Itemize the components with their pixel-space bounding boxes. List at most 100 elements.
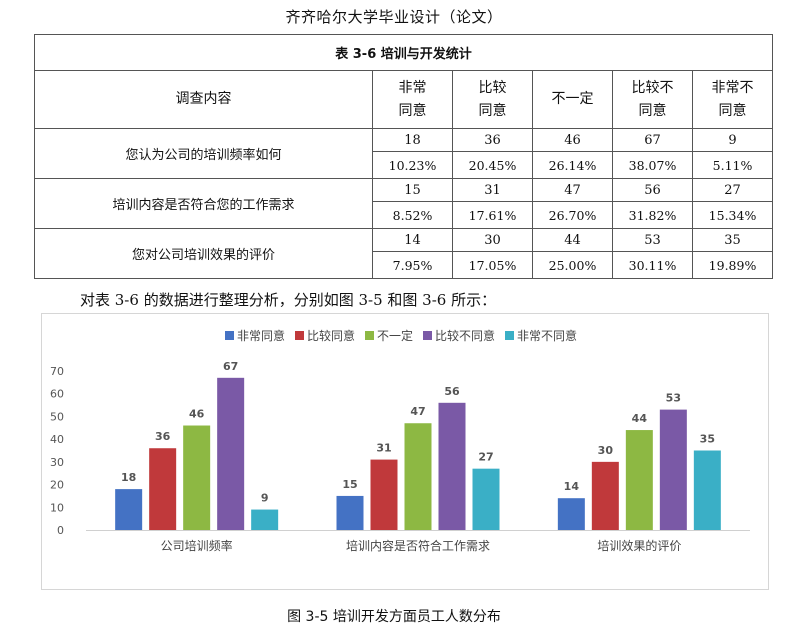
table-row-content-counts: 培训内容是否符合您的工作需求 15 31 47 56 27: [34, 178, 774, 229]
chart-bar: [625, 430, 653, 530]
y-tick-label: 40: [50, 433, 64, 446]
chart-bar: [115, 489, 143, 530]
header-agree: 比较 同意: [452, 70, 533, 129]
chart-bar: [659, 409, 687, 530]
chart-bar: [591, 461, 619, 530]
training-survey-table: 表 3-6 培训与开发统计 调查内容 非常 同意 比较 同意 不一定 比较不 同意 非…: [33, 34, 774, 279]
legend-swatch: [505, 331, 514, 340]
header-survey-content: 调查内容: [34, 70, 373, 129]
legend-label: 不一定: [377, 328, 413, 343]
data-label: 14: [564, 480, 580, 493]
y-tick-label: 50: [50, 410, 64, 423]
y-tick-label: 60: [50, 388, 64, 401]
table-cell: 15.34%: [691, 201, 774, 229]
table-caption: 表 3-6 培训与开发统计: [33, 34, 774, 71]
table-cell: 25.00%: [532, 251, 613, 279]
table-cell: 15: [372, 178, 453, 202]
table-cell: 14: [372, 228, 453, 252]
chart-bar: [438, 402, 466, 530]
table-cell: 35: [691, 228, 774, 252]
y-tick-label: 20: [50, 479, 64, 492]
data-label: 27: [478, 451, 493, 464]
table-cell: 31: [452, 178, 533, 202]
table-cell: 53: [612, 228, 693, 252]
data-label: 9: [261, 492, 269, 505]
header-strongly-disagree: 非常不 同意: [691, 70, 774, 129]
data-label: 56: [444, 385, 460, 398]
chart-bar: [183, 425, 211, 530]
table-row-frequency-percents: 10.23% 20.45% 26.14% 38.07% 5.11%: [35, 151, 774, 179]
table-cell: 67: [612, 128, 693, 152]
y-tick-label: 0: [57, 524, 64, 537]
chart-bar: [472, 468, 500, 530]
table-cell: 31.82%: [612, 201, 693, 229]
table-cell: 30.11%: [612, 251, 693, 279]
data-label: 46: [189, 408, 205, 421]
table-cell: 8.52%: [372, 201, 453, 229]
document-header-title: 齐齐哈尔大学毕业设计（论文）: [285, 8, 503, 26]
figure-caption: 图 3-5 培训开发方面员工人数分布: [287, 609, 501, 625]
chart-bar: [149, 448, 177, 530]
data-label: 15: [342, 478, 357, 491]
chart-bar: [404, 423, 432, 530]
y-tick-label: 30: [50, 456, 64, 469]
data-label: 44: [632, 412, 648, 425]
chart-bar: [557, 498, 585, 530]
analysis-paragraph: 对表 3-6 的数据进行整理分析，分别如图 3-5 和图 3-6 所示：: [80, 291, 497, 309]
chart-bar: [217, 377, 245, 530]
table-row-effect-counts: 您对公司培训效果的评价 14 30 44 53 35: [34, 228, 774, 279]
data-label: 18: [121, 471, 136, 484]
table-cell: 20.45%: [452, 151, 533, 179]
legend-swatch: [295, 331, 304, 340]
table-cell: 10.23%: [372, 151, 453, 179]
data-label: 36: [155, 430, 171, 443]
legend-label: 比较同意: [307, 328, 355, 343]
chart-bar: [693, 450, 721, 530]
table-cell: 36: [452, 128, 533, 152]
row-label-content: 培训内容是否符合您的工作需求: [34, 178, 373, 229]
category-label: 培训效果的评价: [597, 538, 681, 553]
row-label-effect: 您对公司培训效果的评价: [34, 228, 373, 279]
table-cell: 30: [452, 228, 533, 252]
header-disagree: 比较不 同意: [612, 70, 693, 129]
table-cell: 44: [532, 228, 613, 252]
table-cell: 19.89%: [691, 251, 774, 279]
legend-swatch: [365, 331, 374, 340]
table-cell: 17.05%: [452, 251, 533, 279]
chart-bar: [251, 509, 279, 530]
table-cell: 27: [691, 178, 774, 202]
legend-label: 比较不同意: [435, 328, 495, 343]
chart-bar: [336, 495, 364, 530]
table-cell: 17.61%: [452, 201, 533, 229]
table-cell: 46: [532, 128, 613, 152]
table-cell: 38.07%: [612, 151, 693, 179]
y-tick-label: 10: [50, 501, 64, 514]
data-label: 30: [598, 444, 614, 457]
row-label-frequency: 您认为公司的培训频率如何: [34, 128, 373, 179]
header-strongly-agree: 非常 同意: [372, 70, 453, 129]
table-cell: 26.70%: [532, 201, 613, 229]
data-label: 35: [700, 433, 715, 446]
data-label: 31: [376, 442, 391, 455]
table-cell: 26.14%: [532, 151, 613, 179]
chart-canvas: 0 10 20 30 40 50 60 70 18 36 46 67 9 公司培训频率 15 31 47 56 27…: [50, 328, 750, 553]
legend-label: 非常不同意: [517, 328, 577, 343]
table-row-frequency-counts: 您认为公司的培训频率如何 18 36 46 67 9: [34, 128, 774, 179]
chart-bar: [370, 459, 398, 530]
legend-swatch: [225, 331, 234, 340]
category-label: 公司培训频率: [161, 538, 233, 553]
table-row-effect-percents: 7.95% 17.05% 25.00% 30.11% 19.89%: [35, 251, 774, 279]
table-cell: 18: [372, 128, 453, 152]
legend-label: 非常同意: [237, 328, 285, 343]
table-row-content-percents: 8.52% 17.61% 26.70% 31.82% 15.34%: [35, 201, 774, 229]
table-cell: 9: [691, 128, 774, 152]
category-label: 培训内容是否符合工作需求: [346, 538, 490, 553]
table-cell: 47: [532, 178, 613, 202]
table-header-row: 调查内容 非常 同意 比较 同意 不一定 比较不 同意 非常不 同意: [34, 70, 774, 129]
legend-swatch: [423, 331, 432, 340]
data-label: 47: [410, 405, 425, 418]
table-cell: 5.11%: [691, 151, 774, 179]
data-label: 67: [223, 360, 238, 373]
table-cell: 7.95%: [372, 251, 453, 279]
header-uncertain: 不一定: [532, 70, 613, 129]
